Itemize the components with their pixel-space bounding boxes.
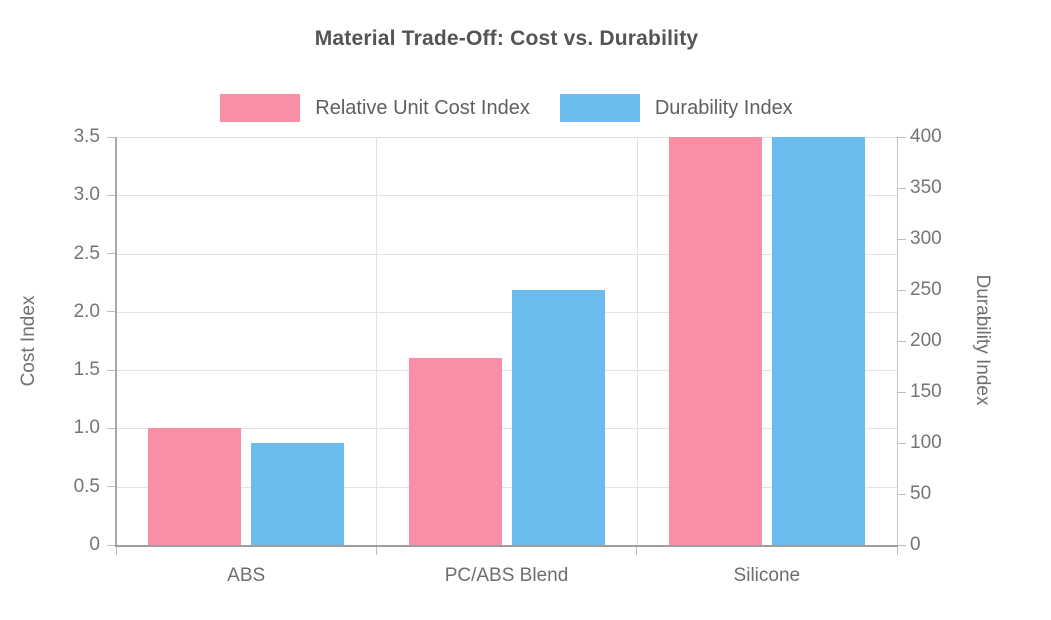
right-tick-label: 100 xyxy=(910,432,942,453)
left-tick-label: 2.5 xyxy=(73,242,100,264)
right-tick-mark xyxy=(897,340,906,342)
right-tick-label: 0 xyxy=(910,534,921,555)
left-tick-label: 1.0 xyxy=(73,417,100,439)
legend-swatch-relative-unit-cost-index xyxy=(220,94,301,122)
chart-title: Material Trade-Off: Cost vs. Durability xyxy=(314,27,699,50)
category-label: Silicone xyxy=(733,565,801,586)
gridline-h xyxy=(116,428,897,430)
bottom-tick-mark xyxy=(375,545,377,555)
category-label: ABS xyxy=(227,565,266,586)
right-tick-mark xyxy=(897,187,906,189)
gridline-h xyxy=(116,370,897,372)
bar-relative-unit-cost-index-pc-abs-blend xyxy=(408,358,502,545)
right-tick-label: 150 xyxy=(910,381,942,402)
right-tick-label: 400 xyxy=(910,126,942,147)
legend: Relative Unit Cost Index Durability Index xyxy=(116,92,897,124)
bar-relative-unit-cost-index-silicone xyxy=(668,137,762,545)
left-tick-mark xyxy=(107,369,116,371)
gridline-v xyxy=(636,137,638,545)
category-label: PC/ABS Blend xyxy=(444,565,569,586)
bar-durability-index-abs xyxy=(251,443,345,545)
right-tick-mark xyxy=(897,493,906,495)
gridline-h xyxy=(116,195,897,197)
gridline-h xyxy=(116,486,897,488)
right-tick-mark xyxy=(897,136,906,138)
y-axis-line-right xyxy=(897,137,898,545)
left-tick-label: 2.0 xyxy=(73,300,100,322)
x-axis-line xyxy=(115,545,898,547)
plot-area: 0 0.5 1.0 1.5 2.0 2.5 3.0 3.5 0 50 100 150 200 250 300… xyxy=(74,126,942,586)
bottom-tick-mark xyxy=(896,545,898,555)
left-tick-mark xyxy=(107,136,116,138)
left-tick-mark xyxy=(107,544,116,546)
right-tick-mark xyxy=(897,289,906,291)
bottom-tick-mark xyxy=(115,545,117,555)
right-tick-label: 200 xyxy=(910,330,942,351)
left-tick-label: 0.5 xyxy=(73,475,100,497)
right-tick-mark xyxy=(897,544,906,546)
bar-relative-unit-cost-index-abs xyxy=(148,428,242,545)
right-tick-label: 300 xyxy=(910,228,942,249)
legend-item-durability-index: Durability Index xyxy=(559,94,793,122)
right-tick-mark xyxy=(897,391,906,393)
left-tick-label: 1.5 xyxy=(73,359,100,381)
right-tick-label: 50 xyxy=(910,483,932,504)
right-tick-label: 350 xyxy=(910,177,942,198)
left-tick-label: 3.0 xyxy=(73,184,100,206)
left-tick-mark xyxy=(107,486,116,488)
legend-swatch-durability-index xyxy=(559,94,640,122)
left-tick-mark xyxy=(107,427,116,429)
gridline-h xyxy=(116,311,897,313)
left-tick-mark xyxy=(107,311,116,313)
left-tick-mark xyxy=(107,194,116,196)
legend-item-relative-unit-cost-index: Relative Unit Cost Index xyxy=(220,94,530,122)
y-axis-line-left xyxy=(115,137,117,545)
left-axis-title: Cost Index xyxy=(18,295,39,387)
gridline-h xyxy=(116,137,897,138)
right-tick-mark xyxy=(897,442,906,444)
right-tick-mark xyxy=(897,238,906,240)
bottom-tick-mark xyxy=(636,545,638,555)
left-tick-label: 0 xyxy=(89,534,100,555)
bar-durability-index-silicone xyxy=(771,137,865,545)
bar-durability-index-pc-abs-blend xyxy=(511,290,605,545)
legend-label: Relative Unit Cost Index xyxy=(315,96,530,119)
left-tick-label: 3.5 xyxy=(73,126,100,147)
right-tick-label: 250 xyxy=(910,279,942,300)
gridline-h xyxy=(116,253,897,255)
left-tick-mark xyxy=(107,253,116,255)
legend-label: Durability Index xyxy=(654,96,793,119)
gridline-v xyxy=(376,137,378,545)
right-axis-title: Durability Index xyxy=(972,274,993,406)
